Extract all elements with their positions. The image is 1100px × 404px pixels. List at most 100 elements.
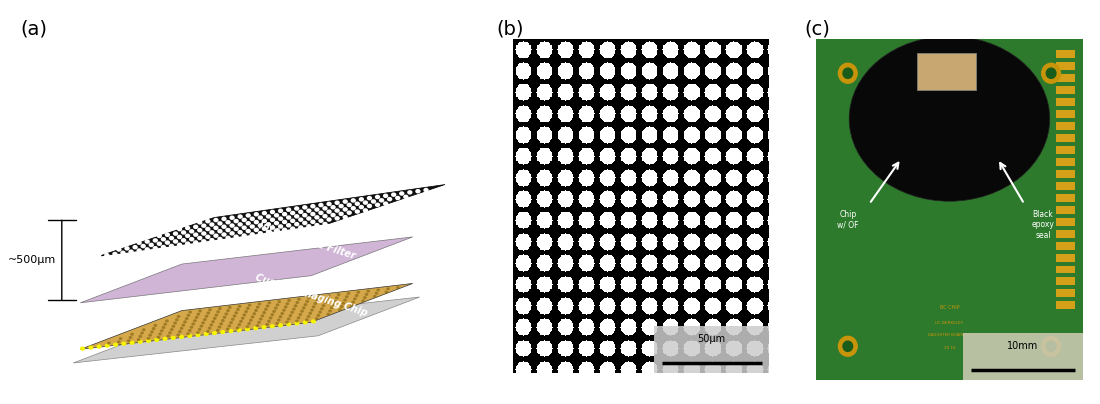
Circle shape [230, 215, 234, 220]
Circle shape [197, 313, 200, 316]
Circle shape [339, 204, 344, 208]
Circle shape [188, 329, 191, 332]
Circle shape [297, 316, 300, 319]
Circle shape [229, 329, 233, 333]
Circle shape [172, 325, 175, 328]
Circle shape [322, 222, 328, 226]
Circle shape [274, 213, 279, 217]
Circle shape [219, 322, 223, 325]
Circle shape [320, 307, 323, 310]
Circle shape [288, 314, 293, 317]
Circle shape [297, 298, 301, 301]
Circle shape [327, 217, 332, 222]
Circle shape [346, 210, 352, 215]
Circle shape [268, 316, 273, 320]
Circle shape [218, 307, 222, 310]
Circle shape [117, 247, 122, 252]
Circle shape [387, 197, 393, 202]
Circle shape [150, 330, 154, 333]
Text: (a): (a) [20, 20, 47, 39]
Circle shape [198, 309, 202, 312]
Circle shape [206, 330, 210, 333]
Circle shape [121, 342, 126, 346]
Circle shape [262, 311, 266, 314]
Circle shape [238, 305, 242, 308]
Circle shape [317, 295, 320, 299]
Circle shape [185, 226, 190, 230]
Circle shape [265, 323, 269, 326]
Circle shape [298, 225, 304, 230]
Circle shape [124, 246, 130, 250]
Polygon shape [99, 185, 446, 256]
Circle shape [328, 309, 332, 313]
Circle shape [361, 299, 365, 303]
Circle shape [220, 330, 225, 334]
Circle shape [311, 305, 316, 308]
Circle shape [117, 341, 121, 343]
Circle shape [107, 341, 111, 345]
Circle shape [144, 247, 150, 252]
Text: (b): (b) [496, 20, 524, 39]
Circle shape [226, 220, 231, 225]
Circle shape [302, 320, 308, 324]
Circle shape [304, 303, 307, 306]
Circle shape [165, 320, 168, 322]
Circle shape [209, 238, 214, 242]
Circle shape [154, 324, 157, 327]
Circle shape [395, 196, 400, 200]
Circle shape [270, 324, 275, 328]
Circle shape [179, 327, 184, 330]
Circle shape [153, 246, 158, 250]
Circle shape [209, 222, 214, 227]
Circle shape [177, 315, 180, 318]
Circle shape [371, 199, 376, 204]
Circle shape [205, 219, 210, 223]
Polygon shape [80, 237, 412, 303]
Circle shape [399, 191, 405, 196]
Circle shape [287, 317, 290, 320]
Circle shape [322, 214, 328, 219]
Circle shape [407, 190, 412, 195]
Circle shape [330, 306, 333, 309]
Circle shape [245, 213, 251, 218]
Circle shape [351, 198, 356, 203]
Circle shape [278, 224, 283, 229]
Circle shape [274, 229, 279, 233]
Circle shape [257, 215, 263, 220]
Circle shape [136, 240, 142, 245]
Circle shape [366, 196, 372, 200]
Circle shape [282, 220, 287, 224]
Circle shape [286, 322, 292, 326]
Circle shape [350, 304, 353, 307]
Polygon shape [80, 284, 412, 349]
Circle shape [318, 203, 323, 207]
Circle shape [383, 201, 388, 206]
Circle shape [403, 195, 408, 199]
Circle shape [213, 317, 217, 320]
Circle shape [296, 301, 299, 304]
Circle shape [375, 202, 381, 207]
Circle shape [262, 211, 267, 215]
Circle shape [363, 208, 368, 213]
Circle shape [278, 315, 283, 318]
Circle shape [175, 318, 178, 321]
Circle shape [250, 224, 255, 229]
Circle shape [290, 226, 295, 231]
Circle shape [222, 316, 227, 319]
Circle shape [333, 300, 337, 303]
Circle shape [270, 217, 275, 222]
Circle shape [148, 334, 152, 337]
Circle shape [254, 212, 258, 217]
Circle shape [341, 302, 345, 305]
Circle shape [295, 320, 299, 322]
Circle shape [238, 215, 243, 219]
Circle shape [136, 248, 142, 253]
Circle shape [205, 227, 210, 231]
Circle shape [330, 205, 336, 210]
Circle shape [375, 195, 381, 199]
Circle shape [196, 333, 200, 337]
Circle shape [278, 217, 283, 221]
Circle shape [126, 339, 131, 342]
Circle shape [209, 323, 213, 326]
Circle shape [286, 302, 289, 305]
